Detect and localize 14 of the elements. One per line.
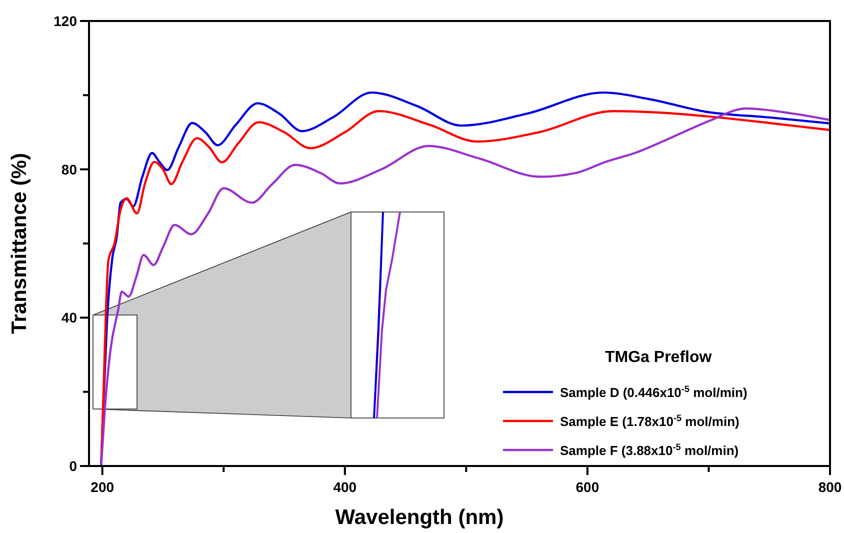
legend-label: Sample E (1.78x10$^{-5}$ mol/min) (560, 413, 740, 429)
y-tick-label: 120 (54, 13, 78, 29)
x-tick-label: 800 (818, 479, 842, 495)
y-tick-label: 80 (61, 161, 78, 178)
legend-label: Sample D (0.446x10$^{-5}$ mol/min) (560, 384, 748, 400)
legend-label: Sample F (3.88x10$^{-5}$ mol/min) (560, 442, 739, 458)
x-tick-label: 200 (90, 479, 114, 495)
legend-title: TMGa Preflow (605, 349, 712, 366)
y-axis-title: Transmittance (%) (8, 153, 31, 334)
y-tick-label: 40 (61, 310, 78, 326)
y-tick-label: 0 (69, 458, 78, 474)
x-tick-label: 600 (576, 479, 600, 495)
x-tick-label: 400 (333, 479, 357, 495)
x-axis-title: Wavelength (nm) (335, 506, 504, 529)
